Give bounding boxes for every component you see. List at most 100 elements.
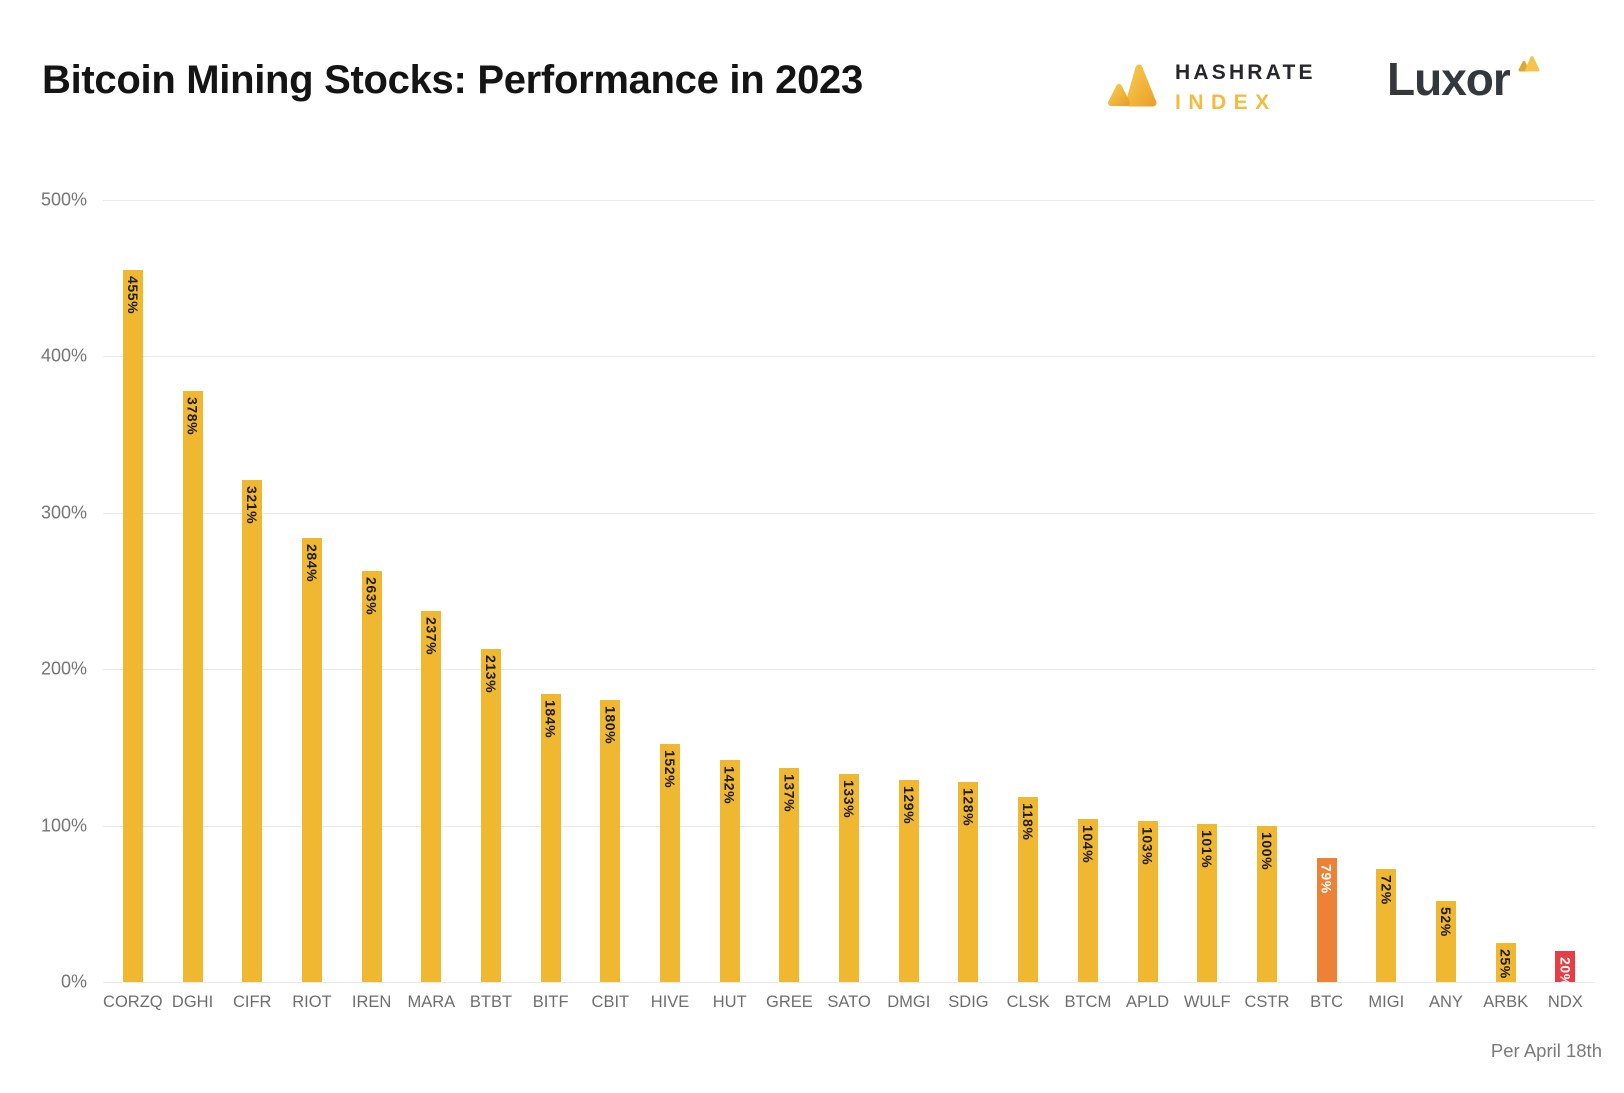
x-tick-label: ARBK [1483,993,1529,1011]
bar: 213% [480,648,501,982]
x-tick-label: BTBT [469,993,513,1011]
x-tick-label: HUT [712,993,747,1011]
x-tick-label: APLD [1125,993,1170,1011]
x-tick-label: NDX [1547,993,1583,1011]
bar-value-label: 52% [1437,906,1454,937]
bar: 128% [958,781,979,982]
bar-slot: 25% ARBK [1476,200,1536,1011]
bar-slot: 118% CLSK [998,200,1058,1011]
gridline [103,200,1595,201]
bar-slot: 104% BTCM [1058,200,1118,1011]
bar-value-label: 263% [363,576,380,615]
bar-slot: 100% CSTR [1237,200,1297,1011]
bar: 104% [1077,819,1098,982]
bar: 129% [898,780,919,982]
bar-slot: 137% GREE [760,200,820,1011]
bar-value-label: 184% [542,700,559,739]
luxor-logo: Luxor [1387,52,1540,106]
bar-slot: 284% RIOT [282,200,342,1011]
bars-row: 455% CORZQ 378% DGHI 321% CIFR 284% RIOT 263% IRE… [103,200,1596,1011]
bar-slot: 129% DMGI [879,200,939,1011]
hashrate-index-logo-icon [1108,60,1160,115]
bar-slot: 128% SDIG [939,200,999,1011]
y-tick-label: 400% [40,345,87,366]
y-tick-label: 100% [40,815,87,836]
bar: 142% [719,759,740,982]
bar-value-label: 20% [1557,956,1574,987]
bar: 72% [1376,869,1397,982]
bar-value-label: 133% [841,780,858,819]
bar: 152% [660,744,681,982]
bar-value-label: 129% [900,786,917,825]
x-tick-label: DMGI [887,993,931,1011]
bar: 25% [1495,942,1516,982]
bar-slot: 142% HUT [700,200,760,1011]
bar: 378% [182,390,203,982]
bar-value-label: 180% [602,706,619,745]
bar-slot: 180% CBIT [581,200,641,1011]
x-tick-label: MARA [407,993,456,1011]
bar-slot: 321% CIFR [222,200,282,1011]
hashrate-index-logo-text: HASHRATE INDEX [1175,61,1316,115]
gridline [103,512,1595,514]
bar-value-label: 100% [1258,831,1275,870]
bar-value-label: 79% [1318,864,1335,895]
bar-slot: 213% BTBT [461,200,521,1011]
bar: 101% [1197,824,1218,982]
bar-value-label: 455% [124,276,141,315]
bar: 137% [779,767,800,982]
gridline [103,669,1595,671]
bar-value-label: 25% [1497,948,1514,979]
x-tick-label: MIGI [1368,993,1405,1011]
bar-slot: 101% WULF [1177,200,1237,1011]
bar-value-label: 104% [1079,825,1096,864]
x-tick-label: HIVE [650,993,690,1011]
bar-value-label: 284% [303,543,320,583]
bar: 180% [600,700,621,982]
bar: 103% [1137,820,1158,982]
bar-slot: 184% BITF [521,200,581,1011]
x-tick-label: SATO [827,993,871,1011]
luxor-logo-icon [1516,54,1542,78]
bar: 79% [1316,858,1337,982]
bar-value-label: 213% [482,654,499,694]
x-tick-label: BTC [1310,993,1344,1011]
bar: 321% [242,479,263,982]
bar: 237% [421,611,442,982]
bar: 263% [361,570,382,982]
bar-slot: 72% MIGI [1356,200,1416,1011]
x-tick-label: ANY [1429,993,1463,1011]
bar-slot: 378% DGHI [163,200,223,1011]
bar-value-label: 152% [662,750,679,789]
bar-slot: 455% CORZQ [103,200,163,1011]
bar-value-label: 103% [1139,826,1156,866]
bar-slot: 103% APLD [1118,200,1178,1011]
y-tick-label: 300% [40,502,87,523]
x-tick-label: CORZQ [103,993,163,1011]
bar-slot: 20% NDX [1536,200,1596,1011]
bar-value-label: 128% [960,787,977,827]
x-tick-label: BITF [532,993,569,1011]
bar-value-label: 142% [721,765,738,805]
bar: 455% [122,270,143,982]
bar-value-label: 321% [244,485,261,525]
x-tick-label: CSTR [1244,993,1290,1011]
bar-value-label: 72% [1378,875,1395,906]
hashrate-index-logo: HASHRATE INDEX [1108,60,1316,115]
bar-slot: 237% MARA [401,200,461,1011]
bar: 52% [1435,900,1456,982]
y-axis-labels: 500% 400% 300% 200% 100% 0% [0,190,90,992]
y-tick-label: 0% [60,971,87,992]
bar: 284% [301,537,322,982]
bar-slot: 79% BTC [1297,200,1357,1011]
bar: 20% [1555,950,1576,987]
bar-slot: 152% HIVE [640,200,700,1011]
hashrate-logo-line2: INDEX [1175,90,1277,114]
bar: 118% [1018,797,1039,982]
gridline [103,982,1595,983]
bar: 100% [1256,825,1277,982]
bar-value-label: 237% [423,617,440,656]
x-tick-label: GREE [766,993,813,1011]
y-tick-label: 200% [40,658,87,679]
hashrate-logo-line1: HASHRATE [1175,60,1316,84]
